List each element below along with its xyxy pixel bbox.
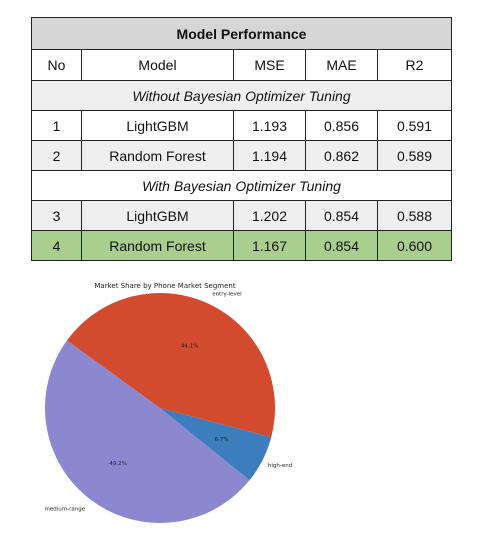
cell-mse: 1.167 [233,230,306,261]
table-row: 2 Random Forest 1.194 0.862 0.589 [31,140,452,171]
cell-mae: 0.854 [305,230,378,261]
pie-chart-container: Market Share by Phone Market Segment 49.… [0,268,485,539]
header-no: No [31,49,82,81]
slice-category-label: high-end [268,463,292,469]
section-without-tuning: Without Bayesian Optimizer Tuning [31,80,452,111]
cell-mae: 0.854 [305,200,378,231]
table-title: Model Performance [31,17,452,50]
cell-r2: 0.591 [377,110,452,141]
header-mse: MSE [233,49,306,81]
cell-model: Random Forest [81,230,234,261]
header-model: Model [81,49,234,81]
pie-chart: Market Share by Phone Market Segment 49.… [44,282,293,523]
cell-mae: 0.862 [305,140,378,171]
chart-title: Market Share by Phone Market Segment [94,282,235,290]
model-performance-table: Model Performance No Model MSE MAE R2 Wi… [31,17,452,261]
slice-percent-label: 44.1% [181,344,198,350]
pie-slice-medium-range [44,340,250,523]
pie-slice-entry-level [66,292,276,438]
pie-slice-high-end [160,408,272,481]
cell-r2: 0.588 [377,200,452,231]
cell-model: Random Forest [81,140,234,171]
cell-mae: 0.856 [305,110,378,141]
table-row: 3 LightGBM 1.202 0.854 0.588 [31,200,452,231]
cell-mse: 1.194 [233,140,306,171]
pie-labels: 49.2% medium-range 6.7% high-end 44.1% entry-… [45,292,293,513]
cell-r2: 0.589 [377,140,452,171]
cell-no: 1 [31,110,82,141]
cell-no: 4 [31,230,82,261]
cell-no: 2 [31,140,82,171]
table-header-row: No Model MSE MAE R2 [31,49,452,81]
pie-slices [44,292,276,523]
slice-percent-label: 6.7% [215,437,229,443]
cell-model: LightGBM [81,200,234,231]
slice-percent-label: 49.2% [109,461,126,467]
slice-category-label: entry-level [212,292,242,298]
table-row: 1 LightGBM 1.193 0.856 0.591 [31,110,452,141]
header-r2: R2 [377,49,452,81]
header-mae: MAE [305,49,378,81]
cell-model: LightGBM [81,110,234,141]
section-with-tuning: With Bayesian Optimizer Tuning [31,170,452,201]
cell-r2: 0.600 [377,230,452,261]
cell-mse: 1.202 [233,200,306,231]
table-row-highlighted: 4 Random Forest 1.167 0.854 0.600 [31,230,452,261]
cell-no: 3 [31,200,82,231]
cell-mse: 1.193 [233,110,306,141]
slice-category-label: medium-range [45,506,86,512]
